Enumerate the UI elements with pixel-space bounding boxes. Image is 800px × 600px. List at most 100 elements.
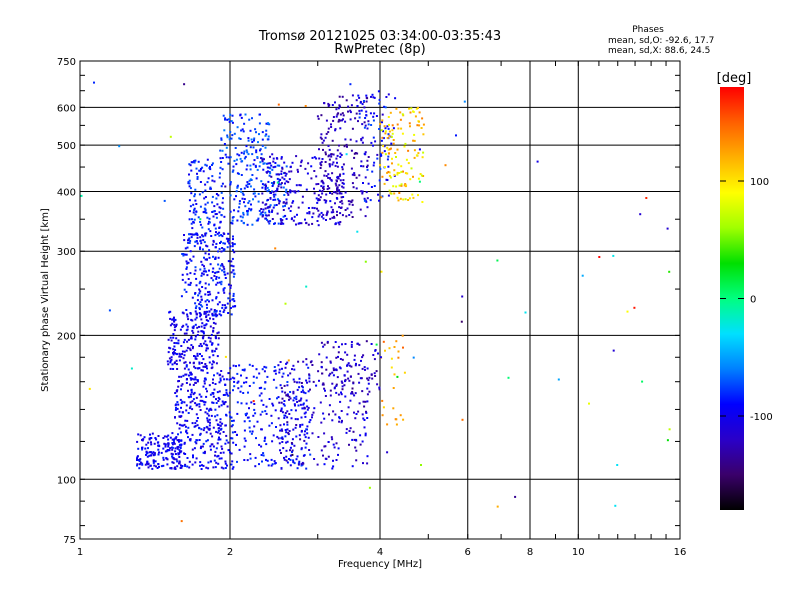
scatter-point [296, 401, 299, 403]
scatter-point [215, 297, 218, 300]
scatter-point [336, 188, 338, 191]
scatter-point [188, 179, 191, 182]
scatter-point [350, 392, 353, 395]
scatter-point [234, 431, 237, 433]
scatter-point [337, 177, 340, 180]
scatter-point [279, 183, 282, 186]
scatter-point [215, 315, 218, 318]
scatter-point [315, 384, 318, 387]
scatter-point [136, 463, 139, 466]
scatter-point [285, 455, 288, 458]
scatter-point [321, 372, 324, 375]
scatter-point [320, 215, 323, 218]
scatter-point [290, 442, 293, 444]
scatter-point [223, 291, 226, 294]
scatter-point [171, 432, 174, 435]
scatter-point [306, 428, 308, 431]
scatter-point [222, 114, 225, 117]
scatter-point [286, 440, 289, 443]
scatter-point [206, 274, 209, 277]
scatter-point [227, 441, 230, 444]
scatter-point [337, 120, 340, 123]
scatter-point [169, 361, 172, 364]
scatter-point [276, 164, 279, 167]
scatter-point [365, 110, 368, 113]
scatter-point [199, 464, 201, 467]
scatter-point [183, 288, 186, 291]
scatter-point [266, 171, 268, 174]
scatter-point [329, 394, 332, 397]
scatter-point [179, 328, 182, 331]
scatter-point [281, 166, 284, 169]
scatter-point [193, 161, 196, 164]
scatter-point [289, 165, 292, 168]
scatter-point [287, 432, 290, 434]
scatter-point [213, 180, 216, 183]
scatter-point [421, 201, 424, 203]
scatter-point [367, 182, 370, 185]
scatter-point [157, 463, 160, 465]
scatter-point [265, 443, 268, 446]
scatter-point [206, 426, 209, 429]
scatter-point [195, 457, 198, 460]
scatter-point [213, 223, 216, 226]
scatter-point [210, 367, 213, 370]
scatter-point [196, 299, 199, 302]
scatter-point [385, 96, 388, 98]
scatter-point [160, 465, 163, 468]
scatter-point [283, 400, 286, 402]
scatter-point [230, 425, 233, 428]
scatter-point [302, 360, 305, 363]
scatter-point [216, 455, 219, 458]
scatter-point [251, 223, 254, 226]
scatter-point [226, 136, 229, 139]
scatter-point [175, 395, 178, 398]
scatter-point [361, 123, 364, 126]
scatter-point [261, 192, 264, 195]
scatter-point [182, 374, 185, 377]
scatter-point [88, 387, 91, 390]
scatter-point [294, 190, 297, 193]
scatter-point [350, 211, 353, 214]
scatter-point [207, 313, 210, 316]
scatter-point [212, 466, 215, 469]
scatter-point [216, 414, 219, 417]
scatter-point [283, 194, 286, 196]
scatter-point [364, 153, 367, 156]
scatter-point [236, 184, 239, 187]
scatter-point [285, 188, 288, 191]
scatter-point [295, 458, 298, 461]
scatter-point [172, 348, 175, 351]
scatter-point [233, 198, 236, 201]
scatter-point [201, 191, 204, 194]
scatter-point [336, 154, 339, 157]
scatter-point [352, 186, 355, 189]
chart-subtitle: RwPretec (8p) [334, 42, 425, 57]
scatter-point [199, 301, 202, 304]
scatter-point [224, 304, 226, 307]
scatter-point [270, 175, 273, 178]
scatter-point [178, 460, 181, 463]
scatter-point [286, 416, 289, 419]
scatter-point [217, 291, 220, 294]
scatter-point [157, 435, 160, 437]
scatter-point [236, 401, 239, 404]
scatter-point [240, 385, 243, 388]
scatter-point [344, 351, 347, 354]
scatter-point [211, 299, 214, 302]
scatter-point [340, 410, 343, 412]
scatter-point [184, 247, 187, 250]
scatter-point [381, 414, 384, 417]
scatter-point [254, 195, 257, 198]
scatter-point [252, 163, 255, 166]
scatter-point [265, 133, 268, 136]
scatter-point [206, 306, 208, 309]
scatter-point [176, 401, 179, 404]
scatter-point [356, 342, 359, 345]
scatter-point [196, 232, 199, 235]
scatter-point [231, 424, 234, 427]
scatter-point [261, 138, 264, 141]
scatter-point [187, 241, 190, 244]
scatter-point [192, 325, 195, 328]
